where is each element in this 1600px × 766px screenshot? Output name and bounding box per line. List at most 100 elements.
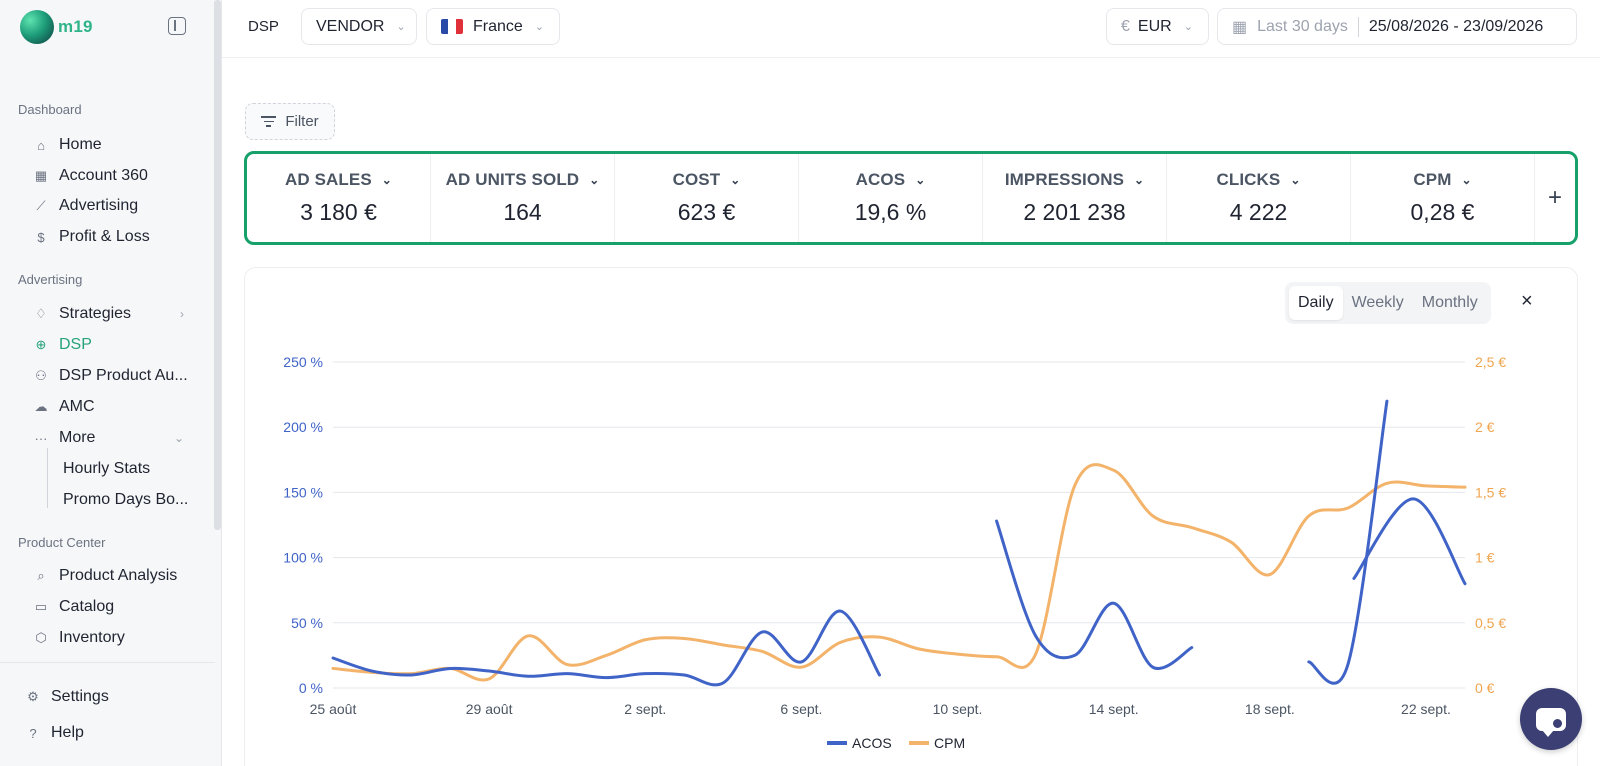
metric-value: 19,6 %: [854, 199, 927, 225]
france-flag-icon: [441, 19, 463, 34]
chevron-down-icon: ⌄: [1183, 21, 1193, 33]
help-icon: ?: [29, 725, 37, 741]
sidebar-item-dsp-product-audience[interactable]: ⚇ DSP Product Au...: [34, 363, 204, 389]
sidebar-item-settings[interactable]: ⚙ Settings: [26, 684, 196, 710]
legend-label-acos: ACOS: [852, 735, 892, 751]
sidebar-subitem-promo-days[interactable]: Promo Days Bo...: [63, 491, 189, 508]
topbar: DSP VENDOR ⌄ France ⌄ € EUR ⌄ ▦ Last 30 …: [222, 0, 1600, 58]
granularity-daily[interactable]: Daily: [1289, 286, 1343, 320]
sidebar-item-label: Home: [59, 136, 102, 153]
cloud-icon: ☁: [34, 399, 48, 414]
metric-cpm[interactable]: CPM ⌄ 0,28 €: [1351, 154, 1535, 242]
currency-symbol: €: [1121, 17, 1130, 35]
metric-name: AD UNITS SOLD: [445, 170, 580, 189]
sidebar-item-advertising[interactable]: ⟋ Advertising: [34, 193, 204, 219]
marketplace-select[interactable]: France ⌄: [426, 8, 560, 45]
sidebar-item-catalog[interactable]: ▭ Catalog: [34, 594, 204, 620]
series-line-acos: [1307, 399, 1389, 685]
filter-button[interactable]: Filter: [245, 103, 335, 140]
chevron-down-icon: ⌄: [589, 173, 600, 187]
y-left-tick-label: 200 %: [283, 419, 323, 435]
sidebar-item-dsp[interactable]: ⊕ DSP: [34, 332, 204, 358]
book-icon: ▭: [34, 599, 48, 614]
metric-name: IMPRESSIONS: [1004, 170, 1125, 189]
y-right-tick-label: 0,5 €: [1475, 615, 1506, 631]
sidebar-item-label: Account 360: [59, 167, 148, 184]
sidebar-item-label: Advertising: [59, 197, 139, 214]
metric-name: COST: [672, 170, 721, 189]
sidebar-item-label: Help: [51, 724, 84, 741]
metric-clicks[interactable]: CLICKS ⌄ 4 222: [1167, 154, 1351, 242]
legend-label-cpm: CPM: [934, 735, 965, 751]
sidebar-item-label: Settings: [51, 688, 109, 705]
granularity-monthly[interactable]: Monthly: [1421, 294, 1478, 311]
globe-icon: ⊕: [35, 337, 47, 352]
y-left-tick-label: 0 %: [299, 680, 323, 696]
chevron-right-icon: ›: [180, 307, 184, 321]
x-tick-label: 14 sept.: [1089, 701, 1139, 717]
metric-value: 0,28 €: [1410, 199, 1475, 225]
x-tick-label: 18 sept.: [1245, 701, 1295, 717]
chevron-down-icon: ⌄: [1290, 173, 1301, 187]
x-tick-label: 6 sept.: [780, 701, 822, 717]
granularity-weekly[interactable]: Weekly: [1351, 294, 1404, 311]
chevron-down-icon: ⌄: [1134, 173, 1145, 187]
sidebar-item-strategies[interactable]: ♢ Strategies ›: [34, 301, 204, 327]
chevron-down-icon: ⌄: [396, 21, 406, 33]
account-type-select[interactable]: VENDOR ⌄: [301, 8, 417, 45]
sidebar-subitem-hourly-stats[interactable]: Hourly Stats: [63, 460, 151, 477]
app-name: m19: [58, 17, 93, 36]
app-logo[interactable]: m19: [20, 10, 93, 44]
sidebar-item-label: DSP Product Au...: [59, 367, 188, 384]
section-title: DSP: [248, 18, 279, 35]
x-tick-label: 2 sept.: [624, 701, 666, 717]
sidebar-item-label: Inventory: [59, 629, 125, 646]
series-line-cpm: [331, 463, 1467, 682]
users-icon: ⚇: [35, 368, 47, 383]
sidebar-item-label: DSP: [59, 336, 92, 353]
sidebar-item-amc[interactable]: ☁ AMC: [34, 394, 204, 420]
metric-impressions[interactable]: IMPRESSIONS ⌄ 2 201 238: [983, 154, 1167, 242]
date-range-picker[interactable]: ▦ Last 30 days 25/08/2026 - 23/09/2026: [1217, 8, 1577, 45]
chevron-down-icon: ⌄: [915, 173, 926, 187]
metric-acos[interactable]: ACOS ⌄ 19,6 %: [799, 154, 983, 242]
metric-value: 4 222: [1229, 199, 1288, 225]
y-right-tick-label: 1 €: [1475, 550, 1495, 566]
sidebar-item-more[interactable]: ··· More ⌄: [34, 425, 204, 451]
sidebar-item-product-analysis[interactable]: ⌕ Product Analysis: [34, 563, 204, 589]
y-left-tick-label: 100 %: [283, 550, 323, 566]
x-tick-label: 10 sept.: [933, 701, 983, 717]
sidebar-item-label: More: [59, 429, 96, 446]
account-type-value: VENDOR: [316, 17, 385, 35]
chat-support-button[interactable]: [1520, 688, 1582, 750]
divider: [1357, 16, 1359, 37]
metric-name: CPM: [1413, 170, 1452, 189]
add-metric-button[interactable]: +: [1547, 184, 1562, 211]
metrics-bar: AD SALES ⌄ 3 180 € AD UNITS SOLD ⌄ 164 COS…: [244, 151, 1578, 245]
sidebar-scrollbar[interactable]: [214, 0, 221, 530]
metric-ad-sales[interactable]: AD SALES ⌄ 3 180 €: [247, 154, 431, 242]
metric-cost[interactable]: COST ⌄ 623 €: [615, 154, 799, 242]
metric-value: 623 €: [677, 199, 736, 225]
close-chart-icon[interactable]: ×: [1521, 290, 1533, 312]
y-right-tick-label: 0 €: [1475, 680, 1495, 696]
sidebar-item-help[interactable]: ? Help: [26, 720, 196, 746]
sidebar-collapse-icon[interactable]: [168, 17, 186, 35]
sidebar-item-inventory[interactable]: ⬡ Inventory: [34, 625, 204, 651]
currency-select[interactable]: € EUR ⌄: [1106, 8, 1209, 45]
metric-name: ACOS: [855, 170, 906, 189]
calendar-icon: ▦: [1232, 18, 1248, 36]
y-right-tick-label: 2,5 €: [1475, 354, 1506, 370]
sidebar-item-profit-loss[interactable]: $ Profit & Loss: [34, 224, 204, 250]
date-range-value: 25/08/2026 - 23/09/2026: [1368, 17, 1544, 35]
logo-mark-icon: [20, 10, 54, 44]
sidebar-item-home[interactable]: ⌂ Home: [34, 132, 204, 158]
sidebar: m19 Dashboard ⌂ Home ▦ Account 360 ⟋ Adv…: [0, 0, 222, 766]
home-icon: ⌂: [37, 137, 45, 153]
y-right-tick-label: 2 €: [1475, 419, 1495, 435]
chevron-down-icon: ⌄: [534, 21, 545, 33]
sidebar-item-account-360[interactable]: ▦ Account 360: [34, 163, 204, 189]
chart-card: Daily Weekly Monthly × 0 % 50 % 100 % 150 %…: [244, 267, 1578, 766]
metric-ad-units-sold[interactable]: AD UNITS SOLD ⌄ 164: [431, 154, 615, 242]
sidebar-item-label: Catalog: [59, 598, 115, 615]
